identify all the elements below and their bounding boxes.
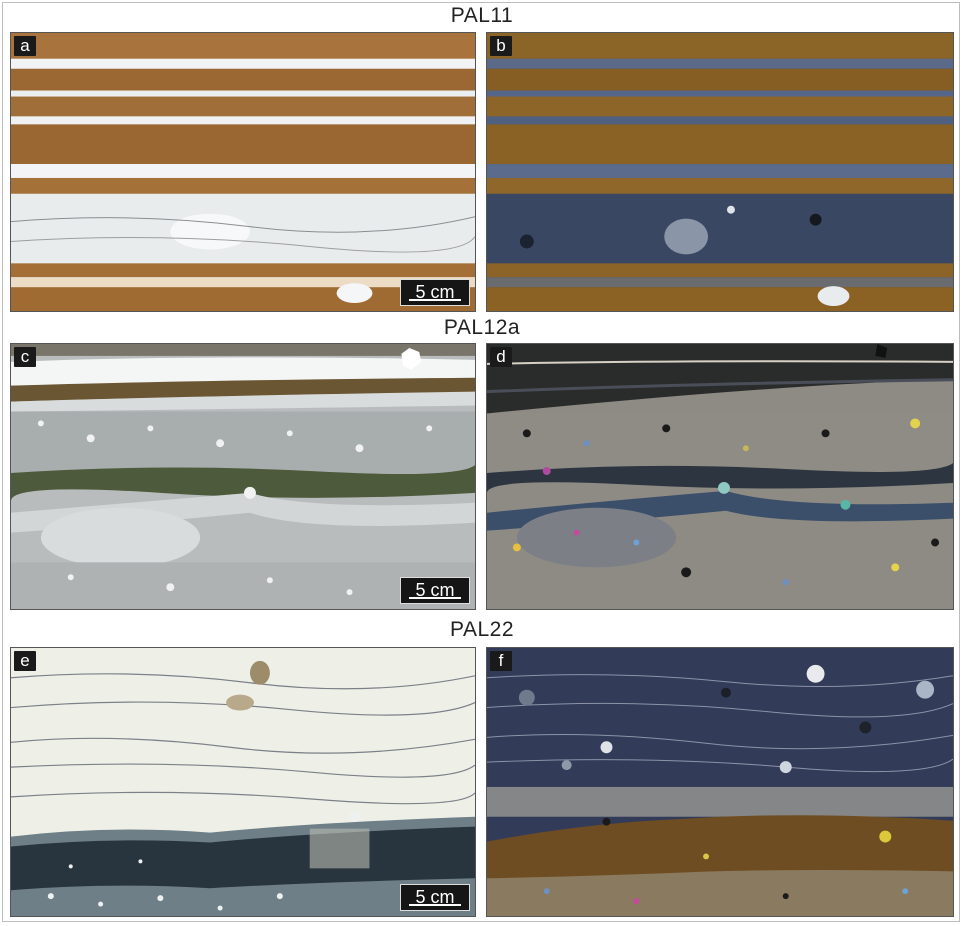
scale-text-c: 5 cm (415, 580, 455, 600)
panel-label-c: c (14, 347, 36, 367)
row-title-pal11: PAL11 (450, 4, 514, 27)
panel-f-image (487, 648, 953, 916)
scale-bar-a: 5 cm (400, 279, 470, 306)
panel-c-image (11, 344, 475, 609)
panel-d-image (487, 344, 953, 609)
scale-bar-c: 5 cm (400, 577, 470, 604)
scale-bar-e: 5 cm (400, 884, 470, 911)
panel-label-d: d (490, 347, 512, 367)
scale-text-e: 5 cm (415, 887, 455, 907)
panel-label-a: a (14, 36, 36, 56)
panel-c-photomicrograph: c 5 cm (10, 343, 476, 610)
panel-a-image (11, 33, 475, 311)
panel-d-photomicrograph: d (486, 343, 954, 610)
panel-label-f: f (490, 651, 512, 671)
panel-e-image (11, 648, 475, 916)
panel-f-photomicrograph: f (486, 647, 954, 917)
panel-e-photomicrograph: e 5 cm (10, 647, 476, 917)
panel-b-photomicrograph: b (486, 32, 954, 312)
panel-b-image (487, 33, 953, 311)
panel-label-b: b (490, 36, 512, 56)
panel-label-e: e (14, 651, 36, 671)
panel-a-photomicrograph: a 5 cm (10, 32, 476, 312)
row-title-pal12a: PAL12a (443, 316, 521, 339)
scale-text-a: 5 cm (415, 282, 455, 302)
row-title-pal22: PAL22 (450, 618, 514, 641)
